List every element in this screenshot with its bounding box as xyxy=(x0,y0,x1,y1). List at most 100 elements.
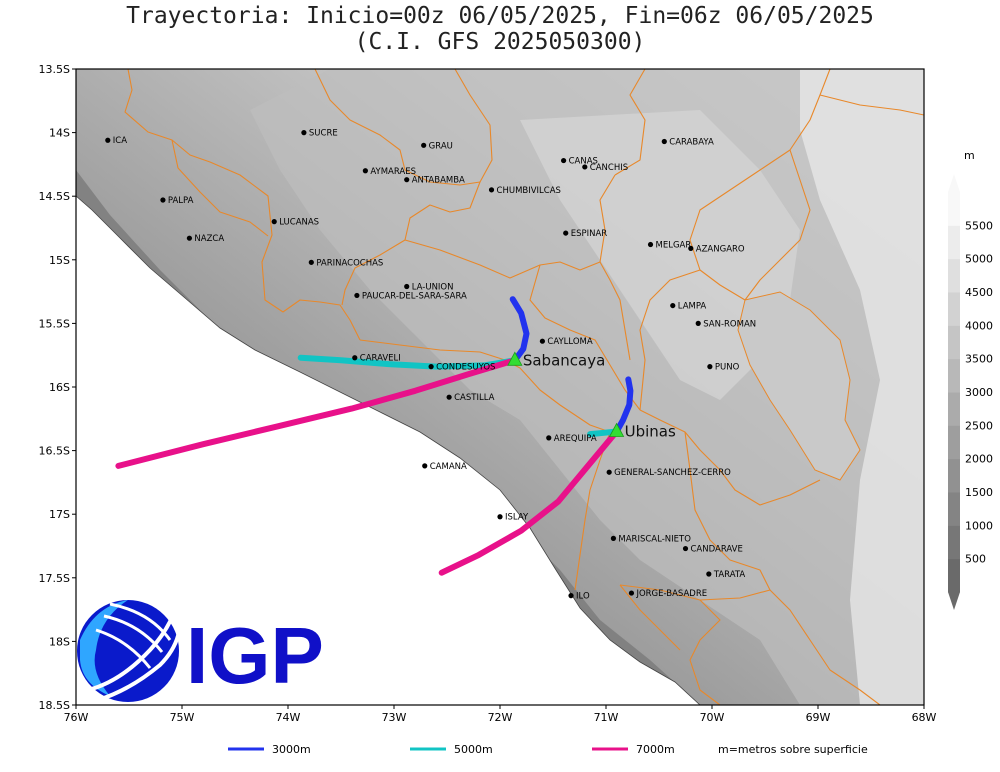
place-label: CANAS xyxy=(569,157,598,167)
place-marker xyxy=(404,177,410,183)
ocean xyxy=(76,196,700,705)
y-tick-label: 17S xyxy=(49,508,70,521)
place-label: AREQUIPA xyxy=(554,434,597,444)
place-marker xyxy=(628,590,635,596)
place-marker xyxy=(647,241,654,248)
colorbar-label: 4000 xyxy=(965,319,993,332)
place-marker xyxy=(301,130,307,136)
x-tick-label: 75W xyxy=(170,711,195,724)
x-tick-label: 69W xyxy=(806,711,831,724)
place-label: NAZCA xyxy=(194,234,224,244)
x-tick-label: 68W xyxy=(912,711,937,724)
place-marker xyxy=(682,545,689,552)
lake-titicaca xyxy=(737,291,861,481)
igp-globe-icon xyxy=(77,600,181,702)
trajectory-ubinas-7000m xyxy=(438,428,620,576)
place-marker xyxy=(568,593,574,599)
place-marker xyxy=(670,302,676,309)
place-label: ESPINAR xyxy=(571,229,608,239)
trajectory-sabancaya-3000m xyxy=(509,296,530,364)
colorbar-label: 3000 xyxy=(965,386,993,399)
y-tick-label: 14S xyxy=(49,127,70,140)
place-marker xyxy=(308,259,314,265)
place-label: CANCHIS xyxy=(590,163,628,173)
place-label: PUNO xyxy=(715,363,740,373)
x-tick-label: 70W xyxy=(700,711,725,724)
colorbar-segment xyxy=(948,392,960,426)
legend-label: 5000m xyxy=(454,743,493,756)
colorbar-label: 3500 xyxy=(965,353,993,366)
place-label: PAUCAR-DEL-SARA-SARA xyxy=(362,291,467,301)
province-borders xyxy=(124,69,924,705)
place-marker xyxy=(354,292,360,299)
colorbar-segment xyxy=(948,558,960,593)
place-marker xyxy=(546,435,552,441)
colorbar-segment xyxy=(948,258,960,293)
place-marker xyxy=(497,514,503,520)
altiplano-peaks xyxy=(520,110,800,400)
trajectory-sabancaya-7000m xyxy=(115,357,518,469)
place-marker xyxy=(488,187,495,193)
place-label: ISLAY xyxy=(505,513,529,523)
place-label: CASTILLA xyxy=(454,393,495,403)
colorbar-segment xyxy=(948,458,960,493)
place-marker xyxy=(606,469,612,475)
place-marker xyxy=(563,230,569,236)
colorbar-unit: m xyxy=(964,149,975,162)
place-marker xyxy=(421,142,427,148)
place-label: SUCRE xyxy=(309,129,338,139)
place-label: CARAVELI xyxy=(360,354,401,364)
place-label: PARINACOCHAS xyxy=(316,258,383,268)
place-marker xyxy=(610,535,617,541)
y-tick-label: 17.5S xyxy=(39,572,70,585)
place-label: CAYLLOMA xyxy=(547,337,592,347)
place-label: ANTABAMBA xyxy=(412,176,465,186)
place-label: GENERAL-SANCHEZ-CERRO xyxy=(614,468,731,478)
y-tick-label: 16.5S xyxy=(39,445,70,458)
colorbar-segment xyxy=(948,292,960,326)
trajectory-ubinas-3000m xyxy=(613,376,634,435)
chart-subtitle: (C.I. GFS 2025050300) xyxy=(354,29,646,55)
volcano-label: Ubinas xyxy=(625,423,676,441)
place-label: AZANGARO xyxy=(696,244,745,254)
volcano-label: Sabancaya xyxy=(523,351,605,369)
place-marker xyxy=(362,168,368,174)
place-label: LUCANAS xyxy=(279,218,319,228)
place-marker xyxy=(271,219,277,225)
place-label: PALPA xyxy=(168,196,194,206)
colorbar-label: 1000 xyxy=(965,519,993,532)
trajectory-sabancaya-5000m xyxy=(297,354,518,370)
place-label: ILO xyxy=(576,592,590,602)
place-marker xyxy=(160,197,166,203)
place-marker xyxy=(422,463,428,469)
place-label: CANDARAVE xyxy=(691,545,743,555)
place-marker xyxy=(352,355,358,361)
place-label: CARABAYA xyxy=(669,138,714,148)
y-tick-label: 18S xyxy=(49,635,70,648)
colorbar-segment xyxy=(948,525,960,560)
colorbar-label: 5500 xyxy=(965,219,993,232)
volcano-icon xyxy=(608,422,625,437)
logo-text: IGP xyxy=(186,611,324,700)
y-tick-label: 14.5S xyxy=(39,190,70,203)
place-marker xyxy=(688,245,694,251)
place-label: TARATA xyxy=(713,570,746,580)
place-marker xyxy=(707,364,713,370)
colorbar-label: 5000 xyxy=(965,253,993,266)
colorbar-segment xyxy=(948,225,960,260)
place-label: AYMARAES xyxy=(370,167,416,177)
place-marker xyxy=(561,157,567,164)
colorbar-high-arrow xyxy=(948,174,960,192)
colorbar-segment xyxy=(948,192,960,226)
place-marker xyxy=(105,137,111,143)
place-label: CHUMBIVILCAS xyxy=(497,186,561,196)
y-tick-label: 18.5S xyxy=(39,699,70,712)
legend-label: 3000m xyxy=(272,743,311,756)
place-marker xyxy=(582,164,588,170)
place-label: SAN-ROMAN xyxy=(703,319,756,329)
place-marker xyxy=(186,235,193,241)
chart-title: Trayectoria: Inicio=00z 06/05/2025, Fin=… xyxy=(126,3,874,29)
igp-logo: IGP xyxy=(77,600,324,702)
place-label: CAMANA xyxy=(430,462,467,472)
